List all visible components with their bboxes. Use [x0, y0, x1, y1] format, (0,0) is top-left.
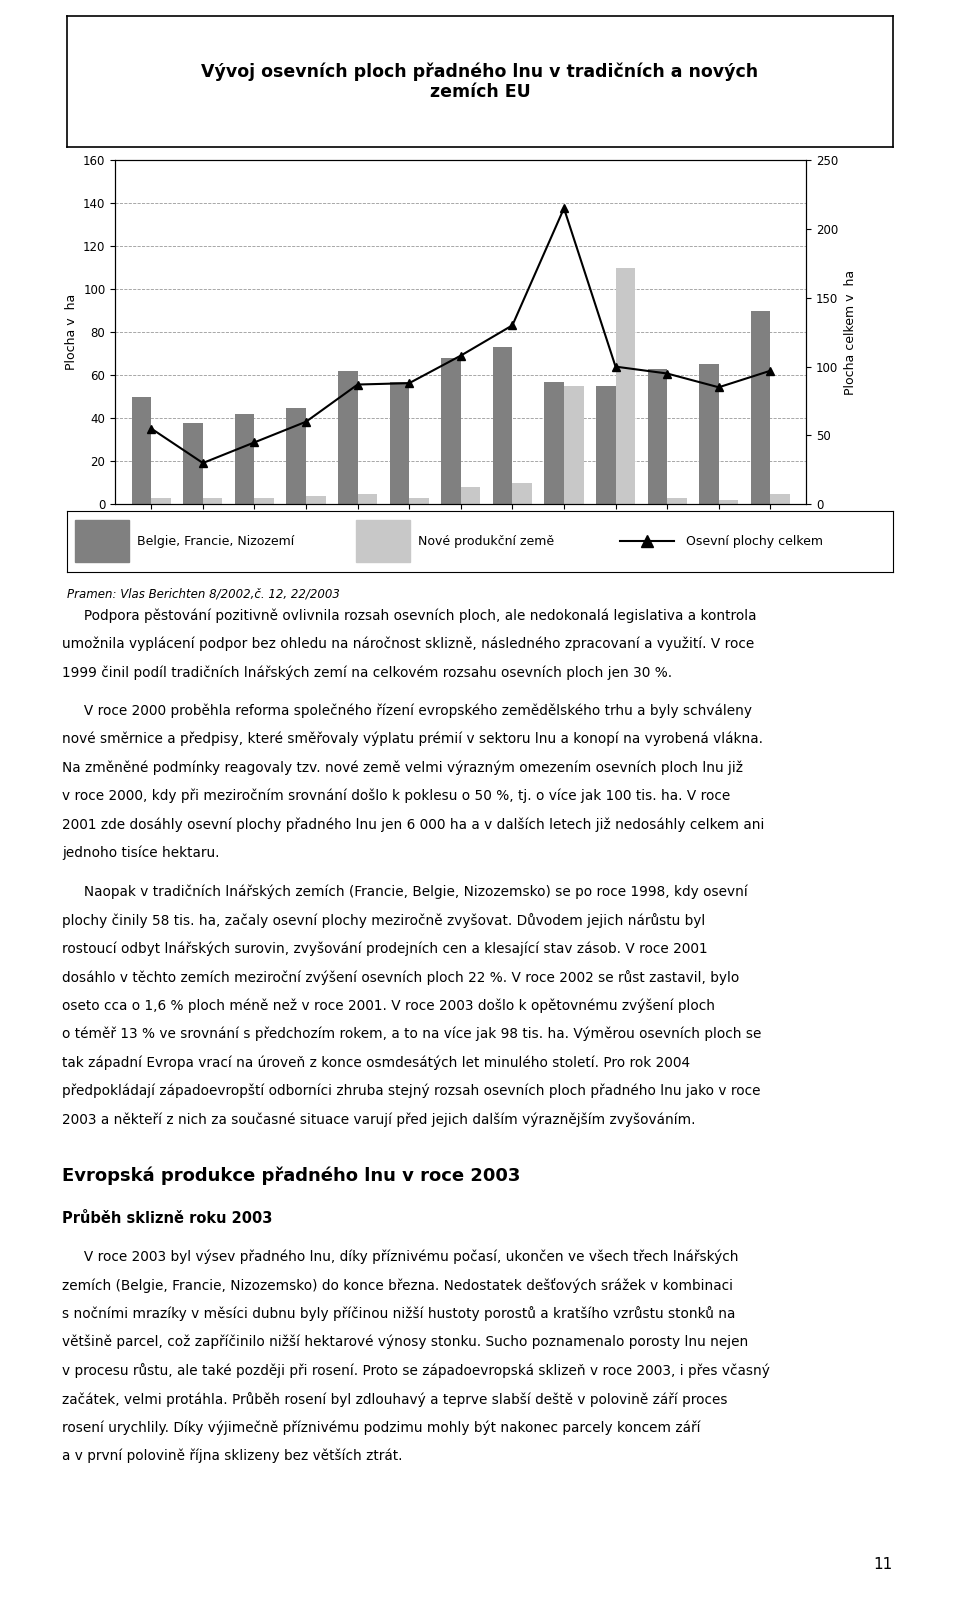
- Text: Na změněné podmínky reagovaly tzv. nové země velmi výrazným omezením osevních pl: Na změněné podmínky reagovaly tzv. nové …: [62, 760, 743, 775]
- Bar: [596, 386, 615, 504]
- Bar: [461, 487, 480, 504]
- Bar: [492, 347, 513, 504]
- Text: tak západní Evropa vrací na úroveň z konce osmdesátých let minulého století. Pro: tak západní Evropa vrací na úroveň z kon…: [62, 1055, 690, 1069]
- Bar: [409, 498, 429, 504]
- Text: 11: 11: [874, 1558, 893, 1572]
- Bar: [152, 498, 171, 504]
- Bar: [203, 498, 223, 504]
- Text: jednoho tisíce hektaru.: jednoho tisíce hektaru.: [62, 845, 220, 860]
- Bar: [338, 371, 358, 504]
- Text: zemích (Belgie, Francie, Nizozemsko) do konce března. Nedostatek dešťových sráže: zemích (Belgie, Francie, Nizozemsko) do …: [62, 1278, 733, 1292]
- Text: Pramen: Vlas Berichten 8/2002,č. 12, 22/2003: Pramen: Vlas Berichten 8/2002,č. 12, 22/…: [67, 588, 340, 600]
- Text: V roce 2003 byl výsev přadného lnu, díky příznivému počasí, ukončen ve všech tře: V roce 2003 byl výsev přadného lnu, díky…: [62, 1249, 739, 1263]
- Bar: [751, 311, 770, 504]
- Bar: [356, 520, 410, 562]
- Text: dosáhlo v těchto zemích meziroční zvýšení osevních ploch 22 %. V roce 2002 se rů: dosáhlo v těchto zemích meziroční zvýšen…: [62, 970, 739, 985]
- Text: v procesu růstu, ale také později při rosení. Proto se západoevropská sklizeň v : v procesu růstu, ale také později při ro…: [62, 1364, 770, 1378]
- Text: Evropská produkce přadného lnu v roce 2003: Evropská produkce přadného lnu v roce 20…: [62, 1166, 520, 1185]
- Text: Podpora pěstování pozitivně ovlivnila rozsah osevních ploch, ale nedokonalá legi: Podpora pěstování pozitivně ovlivnila ro…: [62, 608, 756, 623]
- Text: rosení urychlily. Díky výjimečně příznivému podzimu mohly být nakonec parcely ko: rosení urychlily. Díky výjimečně přízniv…: [62, 1420, 701, 1434]
- Bar: [699, 365, 719, 504]
- Text: Vývoj osevních ploch přadného lnu v tradičních a nových
zemích EU: Vývoj osevních ploch přadného lnu v trad…: [202, 62, 758, 101]
- Text: 2001 zde dosáhly osevní plochy přadného lnu jen 6 000 ha a v dalších letech již : 2001 zde dosáhly osevní plochy přadného …: [62, 818, 765, 833]
- Text: začátek, velmi protáhla. Průběh rosení byl zdlouhavý a teprve slabší deště v pol: začátek, velmi protáhla. Průběh rosení b…: [62, 1391, 728, 1407]
- Bar: [132, 397, 152, 504]
- Bar: [719, 500, 738, 504]
- Bar: [306, 496, 325, 504]
- Bar: [667, 498, 686, 504]
- Bar: [615, 267, 636, 504]
- Text: 2003 a někteří z nich za současné situace varují před jejich dalším výraznějším : 2003 a někteří z nich za současné situac…: [62, 1113, 696, 1127]
- Text: oseto cca o 1,6 % ploch méně než v roce 2001. V roce 2003 došlo k opětovnému zvý: oseto cca o 1,6 % ploch méně než v roce …: [62, 997, 715, 1012]
- Text: Průběh sklizně roku 2003: Průběh sklizně roku 2003: [62, 1210, 273, 1226]
- Text: plochy činily 58 tis. ha, začaly osevní plochy meziročně zvyšovat. Důvodem jejic: plochy činily 58 tis. ha, začaly osevní …: [62, 913, 706, 927]
- Bar: [513, 484, 532, 504]
- Text: o téměř 13 % ve srovnání s předchozím rokem, a to na více jak 98 tis. ha. Výměro: o téměř 13 % ve srovnání s předchozím ro…: [62, 1026, 762, 1041]
- Bar: [235, 415, 254, 504]
- Bar: [770, 493, 790, 504]
- Bar: [544, 381, 564, 504]
- Text: Belgie, Francie, Nizozemí: Belgie, Francie, Nizozemí: [137, 535, 295, 548]
- Text: V roce 2000 proběhla reforma společného řízení evropského zemědělského trhu a by: V roce 2000 proběhla reforma společného …: [62, 703, 753, 717]
- Y-axis label: Plocha v  ha: Plocha v ha: [64, 295, 78, 370]
- Text: v roce 2000, kdy při meziročním srovnání došlo k poklesu o 50 %, tj. o více jak : v roce 2000, kdy při meziročním srovnání…: [62, 789, 731, 804]
- Text: většině parcel, což zapříčinilo nižší hektarové výnosy stonku. Sucho poznamenalo: většině parcel, což zapříčinilo nižší he…: [62, 1335, 749, 1350]
- Text: nové směrnice a předpisy, které směřovaly výplatu prémií v sektoru lnu a konopí : nové směrnice a předpisy, které směřoval…: [62, 732, 763, 746]
- Bar: [254, 498, 274, 504]
- Y-axis label: Plocha celkem v  ha: Plocha celkem v ha: [844, 269, 857, 395]
- Text: umožnila vyplácení podpor bez ohledu na náročnost sklizně, následného zpracovaní: umožnila vyplácení podpor bez ohledu na …: [62, 637, 755, 652]
- Text: rostoucí odbyt lnářských surovin, zvyšování prodejních cen a klesající stav záso: rostoucí odbyt lnářských surovin, zvyšov…: [62, 941, 708, 956]
- Text: s nočními mrazíky v měsíci dubnu byly příčinou nižší hustoty porostů a kratšího : s nočními mrazíky v měsíci dubnu byly př…: [62, 1306, 735, 1321]
- Text: 1999 činil podíl tradičních lnářských zemí na celkovém rozsahu osevních ploch je: 1999 činil podíl tradičních lnářských ze…: [62, 666, 673, 680]
- Text: Nové produkční země: Nové produkční země: [418, 535, 554, 548]
- Bar: [358, 493, 377, 504]
- Bar: [286, 408, 306, 504]
- Text: a v první polovině října sklizeny bez větších ztrát.: a v první polovině října sklizeny bez vě…: [62, 1449, 403, 1463]
- Bar: [564, 386, 584, 504]
- Text: předpokládají západoevropští odborníci zhruba stejný rozsah osevních ploch přadn: předpokládají západoevropští odborníci z…: [62, 1084, 761, 1098]
- Bar: [76, 520, 129, 562]
- Text: Naopak v tradičních lnářských zemích (Francie, Belgie, Nizozemsko) se po roce 19: Naopak v tradičních lnářských zemích (Fr…: [62, 884, 748, 898]
- Bar: [442, 359, 461, 504]
- Text: Osevní plochy celkem: Osevní plochy celkem: [686, 535, 824, 548]
- Bar: [390, 381, 409, 504]
- Bar: [648, 368, 667, 504]
- Bar: [183, 423, 203, 504]
